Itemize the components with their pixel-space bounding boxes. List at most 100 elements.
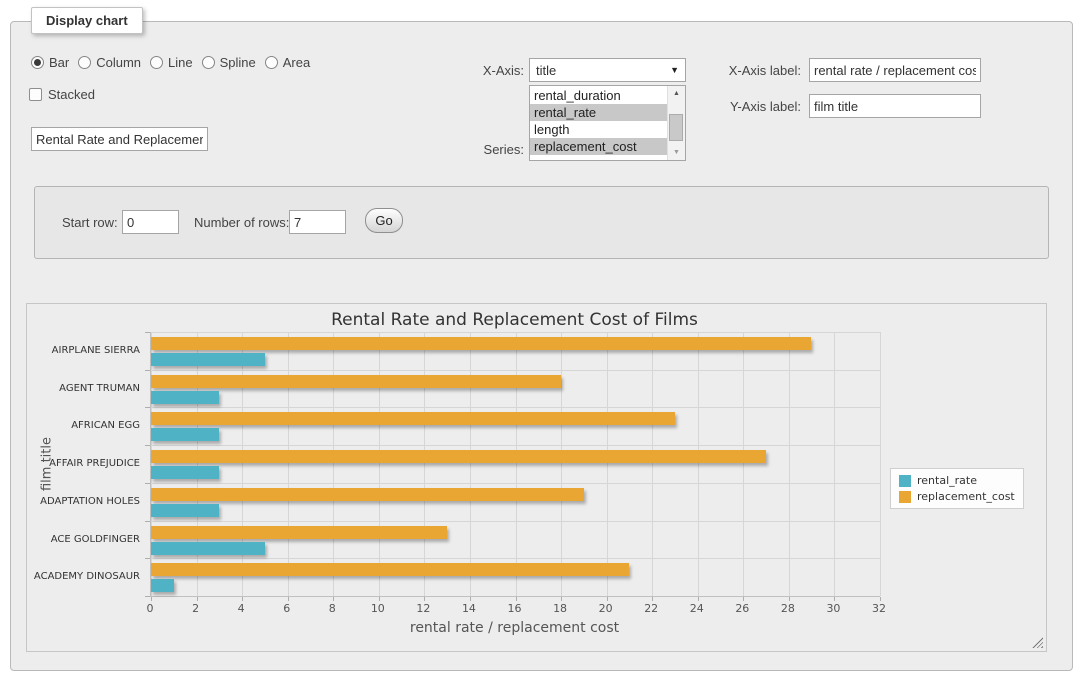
stacked-option[interactable]: Stacked — [29, 87, 95, 102]
gridline — [151, 370, 880, 371]
gridline — [834, 332, 835, 596]
display-chart-fieldset: Display chart BarColumnLineSplineArea St… — [10, 21, 1073, 671]
legend-swatch-icon — [899, 475, 911, 487]
gridline — [880, 332, 881, 596]
category-label: ACADEMY DINOSAUR — [27, 558, 140, 596]
gridline — [151, 558, 880, 559]
scroll-up-icon[interactable]: ▲ — [668, 86, 685, 101]
gridline — [379, 332, 380, 596]
bar-replacement_cost — [151, 563, 629, 576]
chevron-down-icon: ▼ — [670, 65, 679, 75]
series-option-rental_rate[interactable]: rental_rate — [530, 104, 668, 121]
tick-mark — [880, 597, 881, 601]
gridline — [561, 332, 562, 596]
series-option-replacement_cost[interactable]: replacement_cost — [530, 138, 668, 155]
series-option-rental_duration[interactable]: rental_duration — [530, 87, 668, 104]
scrollbar-thumb[interactable] — [669, 114, 683, 141]
go-button[interactable]: Go — [365, 208, 403, 233]
chart-type-line[interactable]: Line — [150, 55, 193, 70]
x-tick-label: 10 — [371, 602, 385, 615]
bar-replacement_cost — [151, 337, 811, 350]
chart-type-spline[interactable]: Spline — [202, 55, 256, 70]
tick-mark — [145, 558, 150, 559]
stacked-checkbox[interactable] — [29, 88, 42, 101]
series-option-length[interactable]: length — [530, 121, 668, 138]
category-label: AFFAIR PREJUDICE — [27, 445, 140, 483]
series-options: rental_durationrental_ratelengthreplacem… — [530, 87, 668, 155]
tick-mark — [151, 597, 152, 601]
gridline — [151, 445, 880, 446]
tick-mark — [652, 597, 653, 601]
radio-icon[interactable] — [202, 56, 215, 69]
gridline — [424, 332, 425, 596]
gridline — [789, 332, 790, 596]
gridline — [151, 483, 880, 484]
radio-icon[interactable] — [78, 56, 91, 69]
x-tick-label: 0 — [147, 602, 154, 615]
gridline — [197, 332, 198, 596]
category-label: ADAPTATION HOLES — [27, 483, 140, 521]
tick-mark — [242, 597, 243, 601]
radio-icon[interactable] — [265, 56, 278, 69]
start-row-input[interactable] — [122, 210, 179, 234]
bar-rental_rate — [151, 466, 219, 479]
category-label: AFRICAN EGG — [27, 407, 140, 445]
chart-type-area[interactable]: Area — [265, 55, 310, 70]
x-tick-label: 6 — [283, 602, 290, 615]
x-axis-select[interactable]: title ▼ — [529, 58, 686, 82]
bar-replacement_cost — [151, 375, 561, 388]
bar-replacement_cost — [151, 488, 584, 501]
x-axis-label-input[interactable] — [809, 58, 981, 82]
tick-mark — [379, 597, 380, 601]
series-listbox[interactable]: rental_durationrental_ratelengthreplacem… — [529, 85, 686, 161]
gridline — [698, 332, 699, 596]
gridline — [333, 332, 334, 596]
legend-item[interactable]: rental_rate — [899, 474, 1015, 487]
chart-type-group: Bar Column Line Spline Area — [31, 55, 310, 70]
tick-mark — [424, 597, 425, 601]
tick-mark — [145, 596, 150, 597]
x-tick-label: 26 — [735, 602, 749, 615]
legend-label: rental_rate — [917, 474, 977, 487]
x-axis-label-label: X-Axis label: — [705, 63, 801, 78]
gridline — [288, 332, 289, 596]
y-axis-label-input[interactable] — [809, 94, 981, 118]
row-range-panel: Start row: Number of rows: Go — [34, 186, 1049, 259]
x-tick-label: 12 — [416, 602, 430, 615]
x-tick-label: 14 — [462, 602, 476, 615]
x-tick-label: 8 — [329, 602, 336, 615]
bar-rental_rate — [151, 504, 219, 517]
scroll-down-icon[interactable]: ▼ — [668, 145, 685, 160]
x-tick-label: 16 — [508, 602, 522, 615]
x-tick-label: 18 — [553, 602, 567, 615]
gridline — [652, 332, 653, 596]
chart-type-column[interactable]: Column — [78, 55, 141, 70]
tick-mark — [145, 370, 150, 371]
bar-rental_rate — [151, 353, 265, 366]
tick-mark — [333, 597, 334, 601]
chart-container: Rental Rate and Replacement Cost of Film… — [26, 303, 1047, 652]
series-scrollbar[interactable]: ▲ ▼ — [667, 86, 685, 160]
bar-rental_rate — [151, 391, 219, 404]
x-axis-select-label: X-Axis: — [391, 63, 524, 78]
start-row-label: Start row: — [62, 215, 118, 230]
radio-icon[interactable] — [150, 56, 163, 69]
radio-icon[interactable] — [31, 56, 44, 69]
x-tick-label: 32 — [872, 602, 886, 615]
tick-mark — [145, 445, 150, 446]
num-rows-input[interactable] — [289, 210, 346, 234]
tick-mark — [145, 483, 150, 484]
x-axis-ticks: 02468101214161820222426283032 — [150, 602, 879, 616]
tick-mark — [145, 521, 150, 522]
gridline — [151, 407, 880, 408]
chart-type-label: Bar — [49, 55, 69, 70]
x-tick-label: 4 — [238, 602, 245, 615]
chart-title-input[interactable] — [31, 127, 208, 151]
resize-handle-icon[interactable] — [1032, 637, 1043, 648]
chart-type-bar[interactable]: Bar — [31, 55, 69, 70]
tick-mark — [197, 597, 198, 601]
legend-item[interactable]: replacement_cost — [899, 490, 1015, 503]
tick-mark — [698, 597, 699, 601]
gridline — [242, 332, 243, 596]
gridline — [743, 332, 744, 596]
